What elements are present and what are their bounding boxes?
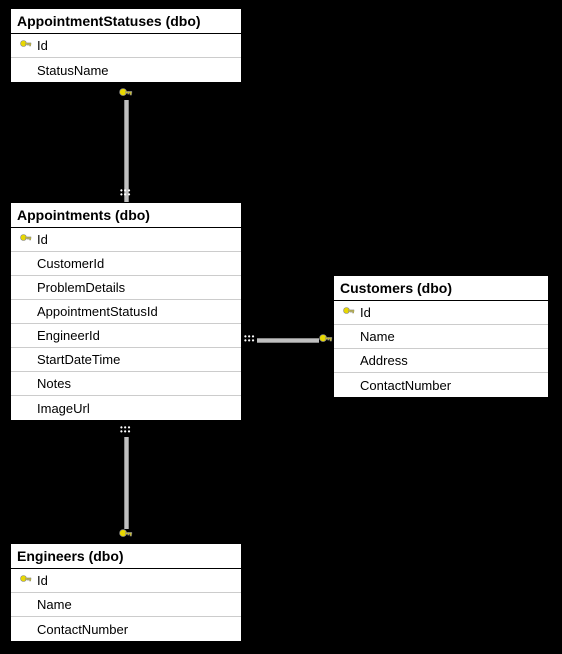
table-row: Id (11, 228, 241, 252)
column-name: StartDateTime (35, 352, 235, 367)
pk-icon (17, 40, 35, 52)
column-name: ProblemDetails (35, 280, 235, 295)
column-name: EngineerId (35, 328, 235, 343)
table-customers: Customers (dbo) Id Name Address ContactN… (333, 275, 549, 398)
column-name: AppointmentStatusId (35, 304, 235, 319)
table-row: Notes (11, 372, 241, 396)
pk-icon (340, 307, 358, 319)
table-row: CustomerId (11, 252, 241, 276)
rel-key-end-icon (319, 334, 333, 348)
rel-line-appointments-engineers (124, 437, 129, 529)
table-row: Id (11, 34, 241, 58)
rel-line-appointments-customers (257, 338, 319, 343)
column-name: StatusName (35, 63, 235, 78)
table-row: ContactNumber (11, 617, 241, 641)
column-name: Name (35, 597, 235, 612)
table-header: Appointments (dbo) (11, 203, 241, 228)
column-name: Id (358, 305, 542, 320)
table-header: Engineers (dbo) (11, 544, 241, 569)
table-appointments: Appointments (dbo) Id CustomerId Problem… (10, 202, 242, 421)
rel-many-end-dots: •••••• (120, 189, 131, 197)
rel-key-end-icon (119, 88, 133, 102)
column-name: ContactNumber (358, 378, 542, 393)
table-row: Id (11, 569, 241, 593)
rel-key-end-icon (119, 529, 133, 543)
table-row: StartDateTime (11, 348, 241, 372)
column-name: CustomerId (35, 256, 235, 271)
column-name: Name (358, 329, 542, 344)
table-body: Id StatusName (11, 34, 241, 82)
table-row: Id (334, 301, 548, 325)
column-name: Notes (35, 376, 235, 391)
column-name: Id (35, 232, 235, 247)
table-header: AppointmentStatuses (dbo) (11, 9, 241, 34)
table-row: EngineerId (11, 324, 241, 348)
table-appointment-statuses: AppointmentStatuses (dbo) Id StatusName (10, 8, 242, 83)
table-body: Id CustomerId ProblemDetails Appointment… (11, 228, 241, 420)
rel-many-end-dots: •••••• (244, 335, 255, 343)
table-body: Id Name ContactNumber (11, 569, 241, 641)
table-row: ProblemDetails (11, 276, 241, 300)
table-engineers: Engineers (dbo) Id Name ContactNumber (10, 543, 242, 642)
column-name: ContactNumber (35, 622, 235, 637)
table-header: Customers (dbo) (334, 276, 548, 301)
column-name: ImageUrl (35, 401, 235, 416)
table-row: StatusName (11, 58, 241, 82)
column-name: Id (35, 38, 235, 53)
table-row: Address (334, 349, 548, 373)
pk-icon (17, 575, 35, 587)
column-name: Id (35, 573, 235, 588)
rel-many-end-dots: •••••• (120, 426, 131, 434)
table-body: Id Name Address ContactNumber (334, 301, 548, 397)
table-row: ContactNumber (334, 373, 548, 397)
column-name: Address (358, 353, 542, 368)
table-row: AppointmentStatusId (11, 300, 241, 324)
pk-icon (17, 234, 35, 246)
table-row: ImageUrl (11, 396, 241, 420)
table-row: Name (11, 593, 241, 617)
table-row: Name (334, 325, 548, 349)
